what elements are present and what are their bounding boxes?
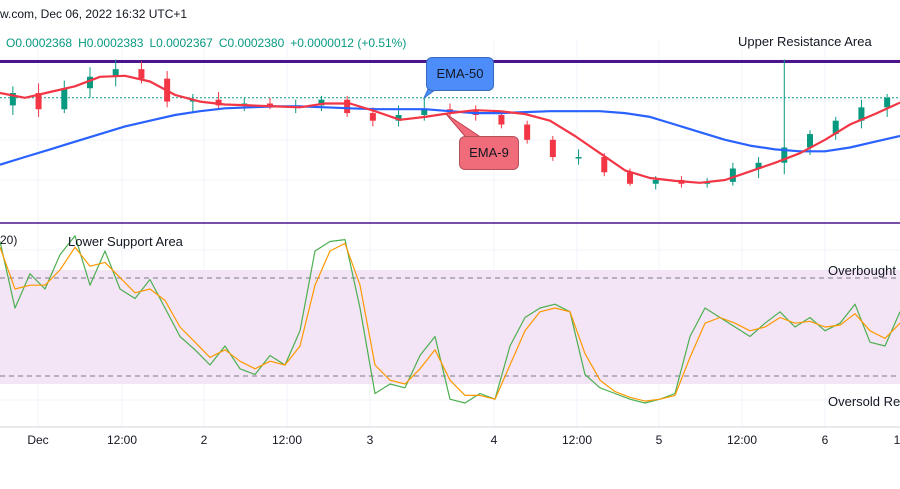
ema50-line (0, 105, 900, 166)
x-tick-10: 1 (893, 433, 900, 447)
candle-body-21 (549, 139, 556, 158)
x-tick-5: 4 (490, 433, 498, 447)
candle-body-29 (755, 162, 762, 169)
ohlc-close: C0.0002380 (218, 36, 285, 50)
candle-body-22 (575, 157, 582, 159)
candle-body-13 (344, 99, 351, 114)
candle-body-31 (807, 134, 813, 148)
ema50-callout[interactable]: EMA-50 (426, 57, 494, 91)
overbought-label: Overbought (828, 263, 896, 278)
x-tick-3: 12:00 (271, 433, 303, 447)
candle-body-1 (35, 93, 42, 110)
candle-body-23 (601, 157, 608, 173)
candle-body-25 (652, 179, 659, 184)
x-tick-9: 6 (821, 433, 829, 447)
lower-support-label: Lower Support Area (68, 234, 183, 249)
candle-body-19 (498, 114, 505, 125)
candle-body-32 (832, 120, 839, 135)
candle-body-14 (369, 113, 376, 121)
ema9-line (0, 74, 900, 184)
x-tick-0: Dec (27, 433, 49, 447)
ohlc-high: H0.0002383 (78, 36, 144, 50)
ohlc-change: +0.0000012 (+0.51%) (290, 36, 407, 50)
candle-body-2 (61, 88, 68, 110)
candle-body-5 (138, 69, 145, 79)
candle-body-8 (215, 99, 222, 106)
candle-body-4 (112, 69, 119, 77)
ema9-callout[interactable]: EMA-9 (459, 136, 519, 170)
x-tick-4: 3 (366, 433, 374, 447)
stochastic-title: 20) (0, 233, 18, 247)
x-tick-7: 5 (655, 433, 663, 447)
x-tick-6: 12:00 (561, 433, 593, 447)
candle-body-15 (395, 114, 402, 121)
x-tick-8: 12:00 (726, 433, 758, 447)
ohlc-open: O0.0002368 (6, 36, 73, 50)
ema-lines (0, 74, 900, 184)
candle-body-34 (884, 97, 891, 108)
ohlc-readout: O0.0002368 H0.0002383 L0.0002367 C0.0002380… (6, 36, 412, 50)
chart-header: w.com, Dec 06, 2022 16:32 UTC+1 (0, 7, 188, 21)
candle-body-0 (9, 93, 16, 106)
oversold-label: Oversold Re (828, 394, 900, 409)
stoch-d-line (0, 242, 900, 402)
stoch-k-line (0, 235, 900, 404)
x-tick-2: 2 (200, 433, 208, 447)
candle-body-28 (729, 168, 736, 182)
candle-body-33 (858, 107, 865, 121)
candle-body-3 (87, 76, 93, 89)
stochastic-lines (0, 235, 900, 404)
candle-body-30 (781, 147, 788, 163)
candle-body-20 (524, 124, 531, 140)
candle-body-12 (318, 99, 325, 106)
candle-body-24 (627, 172, 633, 184)
candle-body-16 (421, 109, 428, 115)
ohlc-low: L0.0002367 (149, 36, 213, 50)
upper-resistance-label: Upper Resistance Area (738, 34, 872, 49)
x-tick-1: 12:00 (106, 433, 138, 447)
